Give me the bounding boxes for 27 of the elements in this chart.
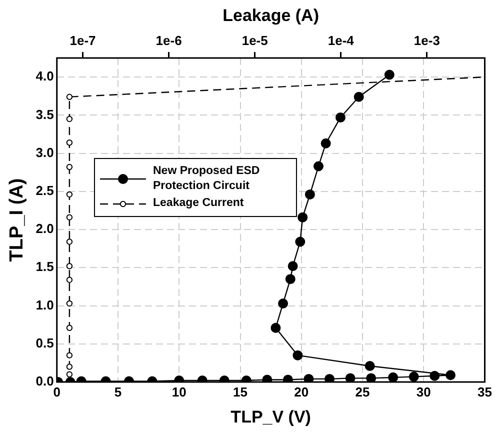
y-tick-label: 2.5 (36, 182, 54, 198)
legend-label: New Proposed ESD Protection Circuit (153, 164, 261, 194)
x-tick-label: 25 (355, 384, 370, 400)
y-tick-label: 2.0 (36, 221, 54, 236)
y-tick-label: 1.5 (36, 259, 54, 274)
x-tick-label: 20 (294, 384, 309, 400)
x2-tick-label: 1e-5 (242, 32, 268, 48)
y-axis-title: TLP_I (A) (6, 178, 28, 262)
x-tick-label: 0 (53, 384, 60, 400)
x2-tick-label: 1e-3 (414, 32, 440, 48)
x2-axis-title: Leakage (A) (222, 6, 320, 25)
x2-tick-label: 1e-7 (70, 32, 96, 48)
legend-label: Leakage Current (153, 196, 244, 211)
x-tick-label: 30 (416, 384, 431, 400)
x-tick-label: 35 (478, 384, 492, 400)
y-tick-label: 1.0 (36, 297, 54, 312)
y-tick-label: 0.0 (36, 374, 54, 389)
x-tick-label: 15 (233, 384, 248, 400)
y-tick-label: 0.5 (36, 335, 54, 350)
x-tick-label: 10 (172, 384, 186, 400)
x2-tick-label: 1e-4 (328, 32, 355, 48)
y-tick-label: 3.0 (36, 144, 54, 160)
x2-tick-label: 1e-6 (156, 32, 182, 48)
x-tick-label: 5 (114, 384, 122, 400)
y-tick-label: 4.0 (36, 68, 54, 84)
y-tick-label: 3.5 (36, 106, 54, 122)
x-axis-title: TLP_V (V) (230, 407, 311, 426)
